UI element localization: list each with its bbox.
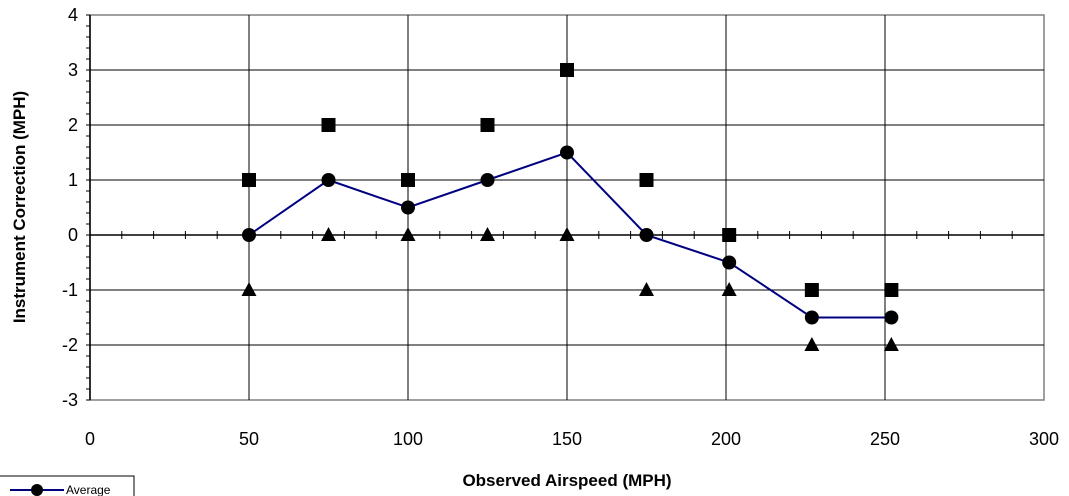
data-point-triangle <box>400 227 416 241</box>
y-tick-label: 0 <box>68 225 78 245</box>
data-point-average <box>242 228 256 242</box>
legend: Average <box>0 475 135 496</box>
y-axis-title: Instrument Correction (MPH) <box>10 91 29 323</box>
data-point-square <box>804 283 819 297</box>
y-tick-label: -3 <box>62 390 78 410</box>
x-tick-label: 200 <box>711 429 741 449</box>
data-point-average <box>639 228 654 242</box>
data-point-triangle <box>559 227 575 241</box>
x-tick-label: 150 <box>552 429 582 449</box>
x-tick-label: 250 <box>870 429 900 449</box>
y-tick-label: 1 <box>68 170 78 190</box>
data-point-triangle <box>639 282 654 296</box>
data-point-average <box>884 310 899 325</box>
data-point-square <box>401 173 415 187</box>
series-layer <box>241 63 899 351</box>
data-point-average <box>480 173 495 187</box>
data-point-average <box>804 310 819 325</box>
data-point-triangle <box>321 227 336 241</box>
data-point-triangle <box>721 282 737 296</box>
data-point-triangle <box>241 282 257 296</box>
y-tick-label: 3 <box>68 60 78 80</box>
data-point-square <box>884 283 899 297</box>
data-point-average <box>401 200 415 215</box>
x-tick-label: 300 <box>1029 429 1059 449</box>
data-point-square <box>321 118 336 132</box>
data-point-triangle <box>804 337 820 351</box>
tick-labels: -3 -2 -1 0 1 2 3 4 0 50 100 150 200 250 300 <box>62 5 1059 449</box>
data-point-square <box>560 63 574 77</box>
x-tick-label: 0 <box>85 429 95 449</box>
legend-marker-average <box>31 484 43 496</box>
data-point-square <box>242 173 256 187</box>
data-point-square <box>480 118 495 132</box>
y-tick-label: 4 <box>68 5 78 25</box>
x-tick-label: 50 <box>239 429 259 449</box>
data-point-average <box>560 145 574 160</box>
x-axis-title: Observed Airspeed (MPH) <box>462 471 671 490</box>
y-tick-label: -1 <box>62 280 78 300</box>
y-tick-label: -2 <box>62 335 78 355</box>
data-point-square <box>722 228 737 242</box>
y-tick-label: 2 <box>68 115 78 135</box>
data-point-square <box>639 173 654 187</box>
x-tick-label: 100 <box>393 429 423 449</box>
data-point-triangle <box>480 227 495 241</box>
data-point-triangle <box>883 337 899 351</box>
data-point-average <box>321 173 336 187</box>
data-point-average <box>722 255 737 270</box>
legend-label-average: Average <box>66 483 111 496</box>
